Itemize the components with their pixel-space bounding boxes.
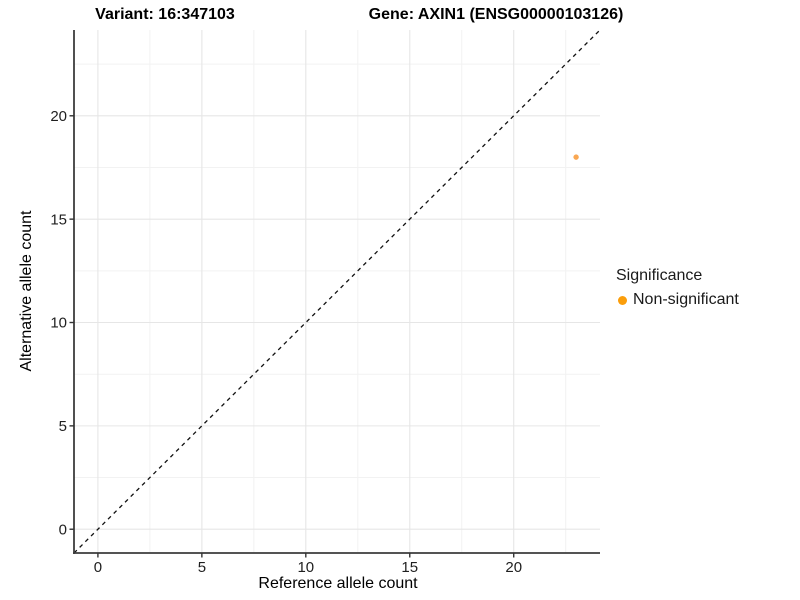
- data-point: [573, 154, 579, 160]
- identity-dashed-line: [73, 29, 601, 554]
- legend-item: Non-significant: [616, 290, 739, 310]
- x-axis-title: Reference allele count: [258, 575, 418, 592]
- x-tick-label: 0: [94, 559, 102, 576]
- x-tick-label: 5: [198, 559, 206, 576]
- x-tick-label: 20: [505, 559, 522, 576]
- y-axis-title: Alternative allele count: [18, 210, 35, 372]
- variant-title: Variant: 16:347103: [95, 6, 235, 23]
- y-tick-label: 10: [50, 315, 67, 332]
- legend-point-icon: [618, 295, 627, 305]
- legend: Significance Non-significant: [616, 266, 739, 310]
- x-tick-label: 15: [401, 559, 418, 576]
- legend-item-label: Non-significant: [633, 291, 739, 308]
- legend-title: Significance: [616, 267, 703, 284]
- y-tick-label: 20: [50, 108, 67, 125]
- x-tick-label: 10: [297, 559, 314, 576]
- gene-title: Gene: AXIN1 (ENSG00000103126): [368, 6, 624, 23]
- y-tick-label: 0: [59, 521, 67, 538]
- y-tick-label: 5: [59, 418, 67, 435]
- y-tick-label: 15: [50, 211, 67, 228]
